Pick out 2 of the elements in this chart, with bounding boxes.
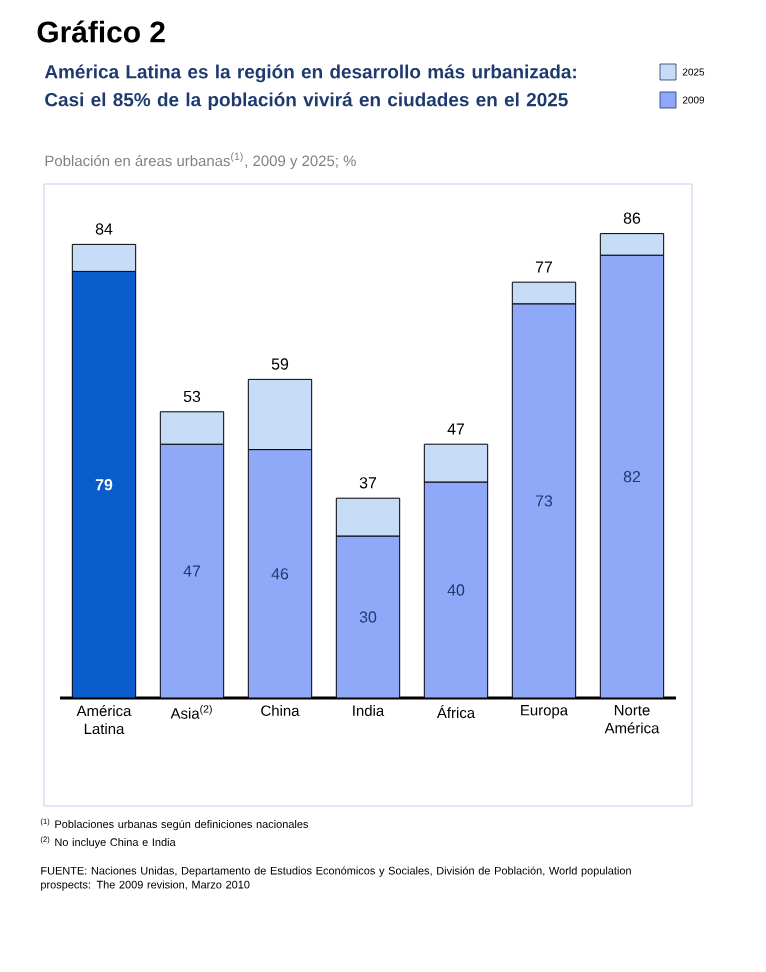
chart-subtitle: América Latina es la región en desarrollo más urbanizada: Casi el 85% de la población vivirá en ciudades en el 2025 [44,64,576,111]
chart-title: Gráfico 2 [37,20,165,43]
